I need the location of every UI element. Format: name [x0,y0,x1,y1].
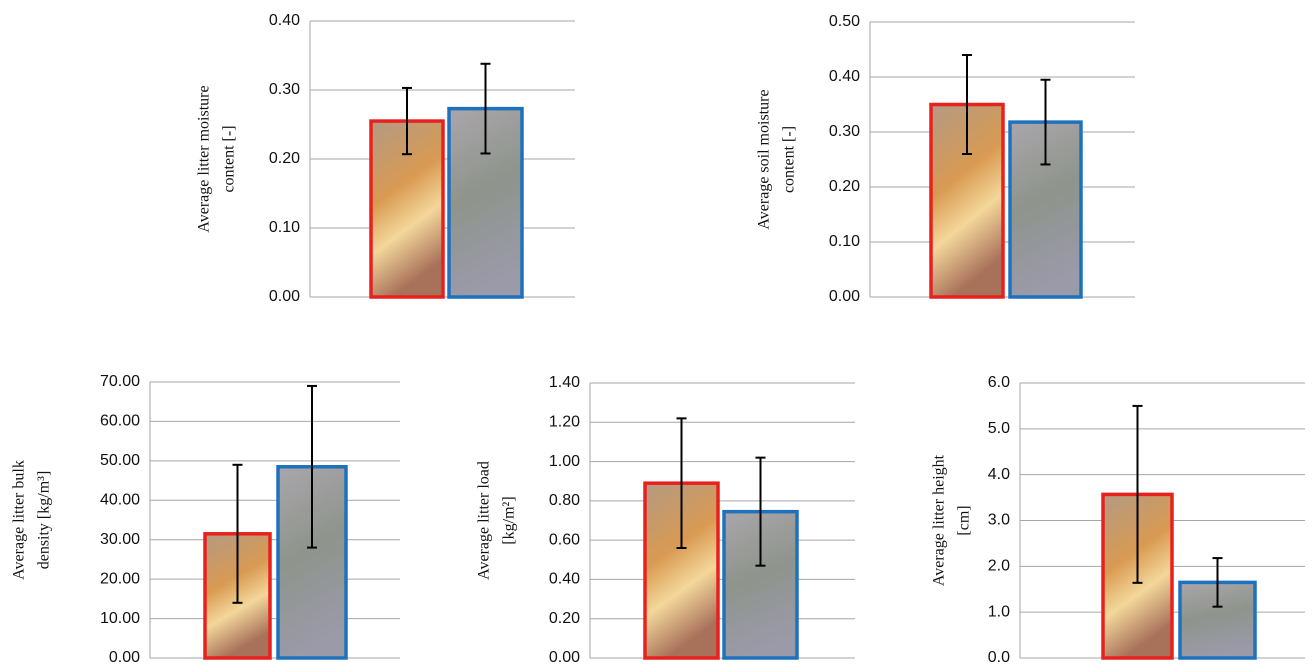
y-tick-label: 0.80 [549,492,580,509]
y-tick-label: 6.0 [988,374,1010,391]
y-tick-label: 0.10 [269,219,300,236]
y-tick-label: 10.00 [100,610,140,627]
error-bar [1132,404,1143,584]
error-bar [232,463,243,604]
y-tick-label: 4.0 [988,466,1010,483]
y-tick-label: 0.20 [269,150,300,167]
y-tick-label: 0.60 [549,531,580,548]
y-axis-label: Average litter height [931,454,948,586]
y-tick-label: 50.00 [100,452,140,469]
y-tick-label: 60.00 [100,413,140,430]
error-bar [1040,78,1051,166]
y-axis-label: Average litter bulk [11,460,28,580]
y-axis-label: [cm] [956,505,973,535]
error-bar [755,456,766,567]
y-tick-label: 0.00 [829,288,860,305]
error-bar [480,62,491,155]
y-axis-label: content [-] [221,125,238,192]
y-tick-label: 1.0 [988,603,1010,620]
y-axis-label: content [-] [781,126,798,193]
error-bar [1212,557,1223,608]
y-tick-label: 0.20 [829,178,860,195]
y-tick-label: 1.00 [549,453,580,470]
y-tick-label: 0.20 [549,610,580,627]
y-tick-label: 0.00 [549,649,580,666]
y-tick-label: 0.50 [829,13,860,30]
y-tick-label: 0.30 [269,81,300,98]
y-tick-label: 0.00 [269,288,300,305]
y-tick-label: 0.0 [988,649,1010,666]
y-tick-label: 0.30 [829,123,860,140]
y-axis-label: Average litter load [476,461,493,580]
y-tick-label: 0.40 [829,68,860,85]
y-tick-label: 0.40 [549,571,580,588]
y-axis-label: density [kg/m³] [36,471,53,570]
y-tick-label: 5.0 [988,420,1010,437]
y-tick-label: 30.00 [100,531,140,548]
y-tick-label: 1.40 [549,374,580,391]
y-axis-label: Average soil moisture [756,89,773,229]
y-axis-label: Average litter moisture [196,85,213,232]
y-tick-label: 70.00 [100,373,140,390]
y-tick-label: 3.0 [988,512,1010,529]
error-bar [676,417,687,549]
error-bar [307,384,317,549]
y-axis-label: [kg/m²] [501,496,518,544]
error-bar [962,54,972,155]
y-tick-label: 1.20 [549,414,580,431]
y-tick-label: 0.40 [269,12,300,29]
y-tick-label: 2.0 [988,558,1010,575]
y-tick-label: 40.00 [100,492,140,509]
y-tick-label: 20.00 [100,570,140,587]
y-tick-label: 0.10 [829,233,860,250]
y-tick-label: 0.00 [109,649,140,666]
error-bar [402,86,412,156]
